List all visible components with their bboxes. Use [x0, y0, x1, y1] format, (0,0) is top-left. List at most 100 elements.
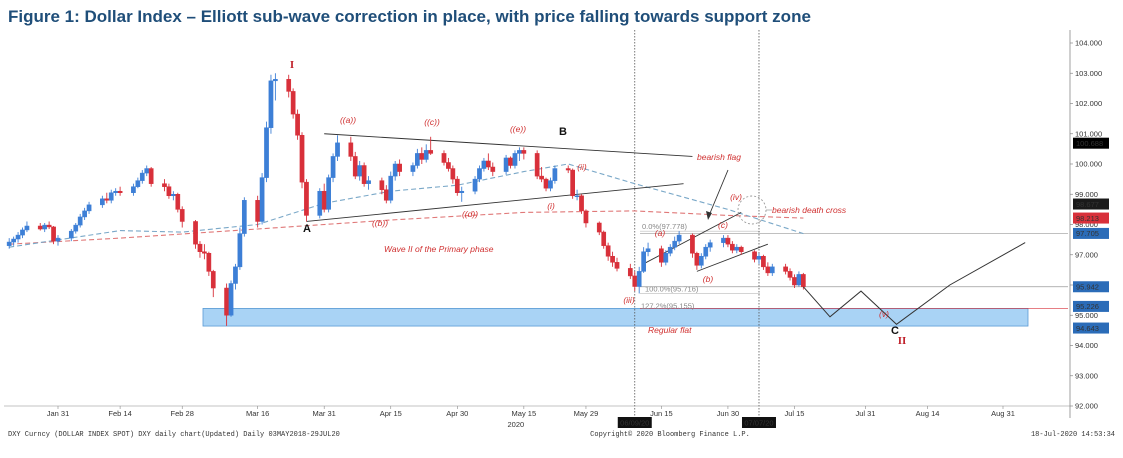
candle-body	[756, 256, 762, 260]
y-tick-label-10: 94.000	[1075, 341, 1098, 350]
price-tag-bg	[1073, 322, 1109, 334]
candle-body	[259, 177, 265, 222]
candle-body	[37, 225, 43, 230]
candle-body	[548, 180, 553, 189]
price-tag-6: 94.643	[1076, 324, 1099, 333]
trendline-0	[306, 183, 684, 222]
candle-body	[663, 252, 669, 263]
moving-average-blue	[9, 163, 804, 248]
candle-body	[690, 234, 695, 254]
candle-body	[11, 238, 16, 243]
candle-body	[55, 237, 61, 242]
annotation-4: ((b))	[372, 218, 388, 228]
candle-body	[410, 165, 416, 172]
y-tick-label-1: 103.000	[1075, 69, 1102, 78]
annotation-13: (iv)	[730, 192, 742, 202]
candle-body	[6, 241, 12, 246]
annotation-18: Wave II of the Primary phase	[384, 244, 494, 254]
candle-body	[68, 230, 74, 239]
fib-label-2: 127.2%(95.155)	[641, 302, 695, 311]
candle-body	[42, 224, 48, 230]
bearish-flag-arrow	[707, 169, 729, 219]
candle-body	[659, 248, 664, 263]
annotation-20: bearish death cross	[772, 205, 847, 215]
candle-body	[135, 180, 141, 187]
candle-body	[481, 160, 487, 169]
candle-body	[694, 252, 700, 266]
candle-body	[273, 79, 278, 82]
annotation-19: bearish flag	[697, 152, 741, 162]
x-tick-label-10: Jun 30	[717, 409, 740, 418]
candle-body	[131, 186, 136, 193]
candle-body	[596, 222, 602, 233]
arrow-head	[706, 211, 712, 220]
candle-body	[428, 150, 434, 154]
y-tick-label-2: 102.000	[1075, 99, 1102, 108]
candle-body	[77, 216, 83, 226]
fib-label-1: 100.0%(95.716)	[645, 285, 699, 294]
candle-body	[730, 243, 735, 251]
candle-body	[383, 189, 389, 201]
trendline-3	[696, 243, 769, 272]
annotation-21: Regular flat	[648, 325, 692, 335]
candle-body	[100, 198, 105, 206]
candle-body	[241, 200, 247, 234]
annotation-17: (c)	[718, 220, 728, 230]
candle-body	[108, 192, 114, 201]
annotation-1: ((a))	[340, 115, 356, 125]
price-tag-bg	[1073, 137, 1109, 149]
candle-body	[517, 150, 522, 154]
candle-body	[761, 256, 766, 268]
candle-body	[614, 262, 620, 269]
candle-body	[605, 245, 611, 257]
candle-body	[317, 190, 323, 216]
price-tag-2: 98.213	[1076, 214, 1099, 223]
candle-body	[162, 183, 167, 187]
candle-body	[202, 251, 207, 254]
date-marker-badge-bg	[617, 417, 652, 428]
annotation-10: (ii)	[577, 162, 587, 172]
annotation-3: ((e))	[510, 124, 526, 134]
y-tick-label-6: 98.000	[1075, 220, 1098, 229]
candle-body	[667, 246, 673, 254]
price-tag-bg	[1073, 281, 1109, 293]
candle-body	[379, 180, 385, 190]
candle-body	[326, 177, 331, 210]
y-tick-label-12: 92.000	[1075, 402, 1098, 411]
annotation-6: A	[303, 223, 311, 235]
candle-body	[264, 127, 269, 178]
candle-body	[503, 157, 509, 172]
candle-body	[570, 169, 575, 197]
candle-body	[627, 268, 633, 277]
projection-path	[803, 242, 1026, 325]
price-tag-4: 95.942	[1076, 283, 1099, 292]
candle-body	[707, 242, 713, 248]
price-tag-bg	[1073, 227, 1109, 239]
candle-body	[645, 248, 651, 252]
candle-body	[224, 287, 229, 316]
candle-body	[24, 225, 30, 231]
y-tick-label-3: 101.000	[1075, 129, 1102, 138]
x-tick-label-2: Feb 28	[171, 409, 194, 418]
candle-body	[565, 168, 571, 171]
candle-body	[228, 283, 234, 316]
candle-body	[113, 190, 119, 193]
x-tick-label-14: Aug 31	[991, 409, 1015, 418]
x-tick-label-0: Jan 31	[47, 409, 70, 418]
candle-body	[388, 175, 394, 201]
candle-body	[792, 277, 797, 286]
candle-body	[477, 168, 482, 180]
candle-body	[179, 209, 185, 222]
candle-body	[290, 91, 296, 115]
y-tick-label-5: 99.000	[1075, 190, 1098, 199]
candle-body	[583, 210, 589, 224]
candle-body	[734, 246, 740, 251]
annotation-12: (iii)	[623, 295, 634, 305]
candle-body	[752, 251, 757, 260]
price-tag-3: 97.705	[1076, 229, 1099, 238]
y-tick-label-7: 97.000	[1075, 250, 1098, 259]
candle-body	[210, 271, 216, 289]
price-tag-0: 100.688	[1076, 139, 1103, 148]
candle-body	[304, 181, 309, 216]
candle-body	[73, 224, 79, 232]
